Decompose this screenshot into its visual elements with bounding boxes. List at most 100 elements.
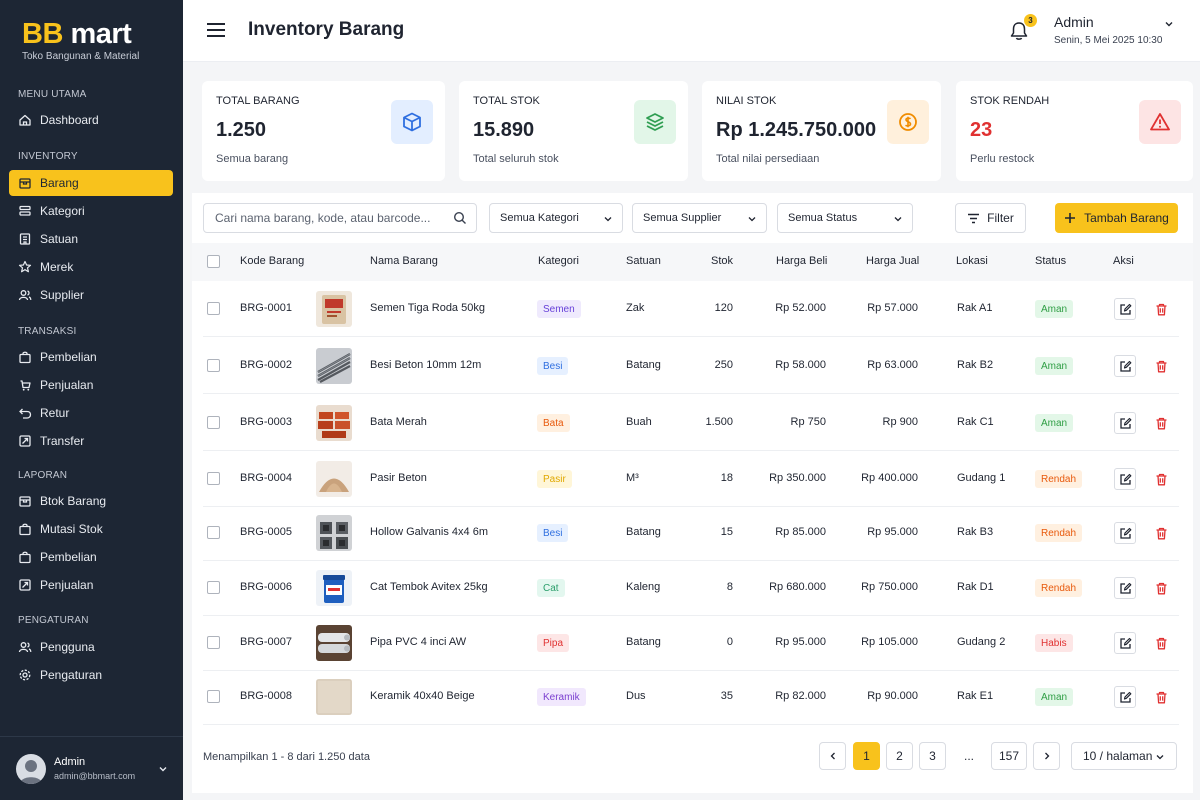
category-filter-select[interactable]: Semua Kategori	[489, 203, 623, 233]
delete-button[interactable]	[1150, 298, 1172, 320]
delete-button[interactable]	[1150, 632, 1172, 654]
row-checkbox[interactable]	[207, 416, 220, 429]
search-input[interactable]	[203, 203, 477, 233]
item-name[interactable]: Keramik 40x40 Beige	[370, 690, 475, 702]
sidebar-item-transfer[interactable]: Transfer	[9, 428, 173, 454]
prev-page-button[interactable]	[819, 742, 846, 770]
item-name[interactable]: Pasir Beton	[370, 472, 427, 484]
stat-card-total-barang[interactable]: TOTAL BARANG 1.250 Semua barang	[202, 81, 445, 181]
page-button-2[interactable]: 2	[886, 742, 913, 770]
sidebar-item-satuan[interactable]: Satuan	[9, 226, 173, 252]
delete-button[interactable]	[1150, 355, 1172, 377]
status-filter-select[interactable]: Semua Status	[777, 203, 913, 233]
stat-card-stok-rendah[interactable]: STOK RENDAH 23 Perlu restock	[956, 81, 1193, 181]
page-button-1[interactable]: 1	[853, 742, 880, 770]
delete-button[interactable]	[1150, 686, 1172, 708]
table-row[interactable]: BRG-0001 Semen Tiga Roda 50kg Semen Zak 120 R…	[203, 282, 1179, 337]
page-button-last[interactable]: 157	[991, 742, 1027, 770]
item-name[interactable]: Semen Tiga Roda 50kg	[370, 302, 485, 314]
column-header-location[interactable]: Lokasi	[956, 255, 988, 267]
item-name[interactable]: Pipa PVC 4 inci AW	[370, 636, 467, 648]
edit-button[interactable]	[1114, 522, 1136, 544]
edit-button[interactable]	[1114, 355, 1136, 377]
chevron-down-icon[interactable]	[157, 763, 169, 775]
sidebar-item-pengguna[interactable]: Pengguna	[9, 634, 173, 660]
sidebar-item-pengaturan[interactable]: Pengaturan	[9, 662, 173, 688]
brand-logo[interactable]: BB mart Toko Bangunan & Material	[22, 18, 139, 62]
edit-button[interactable]	[1114, 686, 1136, 708]
item-name[interactable]: Hollow Galvanis 4x4 6m	[370, 526, 488, 538]
delete-button[interactable]	[1150, 412, 1172, 434]
table-row[interactable]: BRG-0005 Hollow Galvanis 4x4 6m Besi Batang…	[203, 506, 1179, 561]
item-name[interactable]: Besi Beton 10mm 12m	[370, 359, 482, 371]
column-header-code[interactable]: Kode Barang	[240, 255, 305, 267]
delete-button[interactable]	[1150, 468, 1172, 490]
delete-button[interactable]	[1150, 577, 1172, 599]
row-checkbox[interactable]	[207, 526, 220, 539]
add-item-button[interactable]: Tambah Barang	[1055, 203, 1178, 233]
column-header-buy-price[interactable]: Harga Beli	[776, 255, 828, 267]
edit-button[interactable]	[1114, 468, 1136, 490]
item-name[interactable]: Cat Tembok Avitex 25kg	[370, 581, 488, 593]
sidebar-item-btok-barang[interactable]: Btok Barang	[9, 488, 173, 514]
row-checkbox[interactable]	[207, 581, 220, 594]
table-row[interactable]: BRG-0006 Cat Tembok Avitex 25kg Cat Kaleng 8…	[203, 561, 1179, 616]
sidebar-item-dashboard[interactable]: Dashboard	[9, 107, 173, 133]
stat-card-total-stok[interactable]: TOTAL STOK 15.890 Total seluruh stok	[459, 81, 688, 181]
product-thumbnail[interactable]	[316, 515, 352, 551]
product-thumbnail[interactable]	[316, 625, 352, 661]
table-row[interactable]: BRG-0007 Pipa PVC 4 inci AW Pipa Batang 0 Rp …	[203, 616, 1179, 671]
edit-button[interactable]	[1114, 632, 1136, 654]
table-row[interactable]: BRG-0003 Bata Merah Bata Buah 1.500 Rp 750 Rp …	[203, 396, 1179, 451]
product-thumbnail[interactable]	[316, 461, 352, 497]
item-name[interactable]: Bata Merah	[370, 416, 427, 428]
sidebar-item-merek[interactable]: Merek	[9, 254, 173, 280]
sidebar-user[interactable]: Admin admin@bbmart.com	[0, 736, 183, 800]
row-checkbox[interactable]	[207, 636, 220, 649]
sidebar-item-pembelian[interactable]: Pembelian	[9, 544, 173, 570]
sidebar-item-mutasi-stok[interactable]: Mutasi Stok	[9, 516, 173, 542]
next-page-button[interactable]	[1033, 742, 1060, 770]
sidebar-item-supplier[interactable]: Supplier	[9, 282, 173, 308]
delete-button[interactable]	[1150, 522, 1172, 544]
sidebar-item-penjualan[interactable]: Penjualan	[9, 372, 173, 398]
sidebar-item-retur[interactable]: Retur	[9, 400, 173, 426]
table-row[interactable]: BRG-0002 Besi Beton 10mm 12m Besi Batang 250…	[203, 339, 1179, 394]
page-size-select[interactable]: 10 / halaman	[1071, 742, 1177, 770]
product-thumbnail[interactable]	[316, 348, 352, 384]
column-header-unit[interactable]: Satuan	[626, 255, 661, 267]
column-header-name[interactable]: Nama Barang	[370, 255, 438, 267]
product-thumbnail[interactable]	[316, 291, 352, 327]
supplier-filter-select[interactable]: Semua Supplier	[632, 203, 767, 233]
table-row[interactable]: BRG-0004 Pasir Beton Pasir M³ 18 Rp 350.000 Rp…	[203, 452, 1179, 507]
chevron-down-icon[interactable]	[1163, 18, 1175, 30]
product-thumbnail[interactable]	[316, 679, 352, 715]
column-header-stock[interactable]: Stok	[711, 255, 734, 267]
sidebar-item-kategori[interactable]: Kategori	[9, 198, 173, 224]
select-all-checkbox[interactable]	[207, 255, 220, 268]
page-button-3[interactable]: 3	[919, 742, 946, 770]
edit-button[interactable]	[1114, 577, 1136, 599]
edit-button[interactable]	[1114, 412, 1136, 434]
row-checkbox[interactable]	[207, 359, 220, 372]
sidebar-item-penjualan[interactable]: Penjualan	[9, 572, 173, 598]
bell-icon[interactable]	[1008, 20, 1030, 42]
sidebar-item-pembelian[interactable]: Pembelian	[9, 344, 173, 370]
item-sell-price: Rp 400.000	[861, 472, 918, 484]
edit-button[interactable]	[1114, 298, 1136, 320]
table-row[interactable]: BRG-0008 Keramik 40x40 Beige Keramik Dus 35 R…	[203, 670, 1179, 725]
column-header-sell-price[interactable]: Harga Jual	[866, 255, 920, 267]
sidebar-item-barang[interactable]: Barang	[9, 170, 173, 196]
filter-button-label: Filter	[987, 211, 1014, 225]
stat-card-nilai-stok[interactable]: NILAI STOK Rp 1.245.750.000 Total nilai pe…	[702, 81, 941, 181]
column-header-status[interactable]: Status	[1035, 255, 1067, 267]
product-thumbnail[interactable]	[316, 570, 352, 606]
row-checkbox[interactable]	[207, 472, 220, 485]
hamburger-menu-icon[interactable]	[207, 22, 225, 38]
row-checkbox[interactable]	[207, 302, 220, 315]
product-thumbnail[interactable]	[316, 405, 352, 441]
filter-button[interactable]: Filter	[955, 203, 1026, 233]
header-user-menu[interactable]: Admin Senin, 5 Mei 2025 10:30	[1054, 14, 1162, 46]
row-checkbox[interactable]	[207, 690, 220, 703]
column-header-category[interactable]: Kategori	[538, 255, 579, 267]
